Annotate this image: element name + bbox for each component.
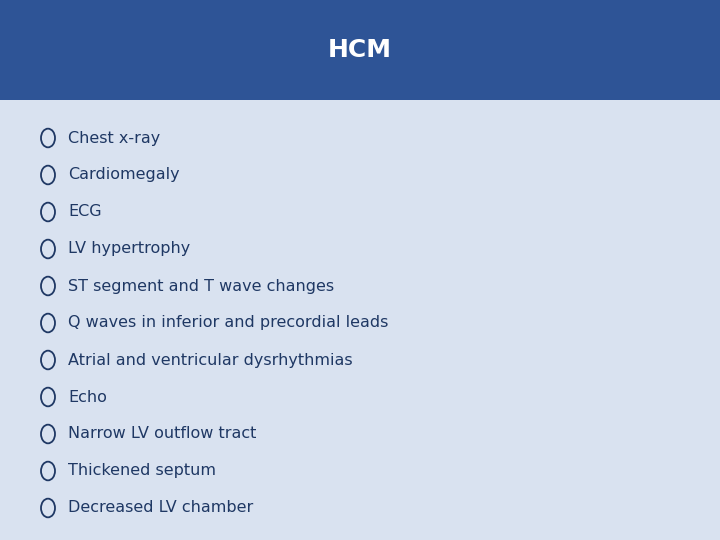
Text: Q waves in inferior and precordial leads: Q waves in inferior and precordial leads xyxy=(68,315,388,330)
Text: Decreased LV chamber: Decreased LV chamber xyxy=(68,501,253,516)
Text: Atrial and ventricular dysrhythmias: Atrial and ventricular dysrhythmias xyxy=(68,353,353,368)
Text: Echo: Echo xyxy=(68,389,107,404)
Text: Chest x-ray: Chest x-ray xyxy=(68,131,161,145)
Text: HCM: HCM xyxy=(328,38,392,62)
Bar xyxy=(0,0,720,100)
Text: LV hypertrophy: LV hypertrophy xyxy=(68,241,190,256)
Text: ECG: ECG xyxy=(68,205,102,219)
Text: Cardiomegaly: Cardiomegaly xyxy=(68,167,179,183)
Text: Narrow LV outflow tract: Narrow LV outflow tract xyxy=(68,427,256,442)
Text: Thickened septum: Thickened septum xyxy=(68,463,216,478)
Text: ST segment and T wave changes: ST segment and T wave changes xyxy=(68,279,334,294)
